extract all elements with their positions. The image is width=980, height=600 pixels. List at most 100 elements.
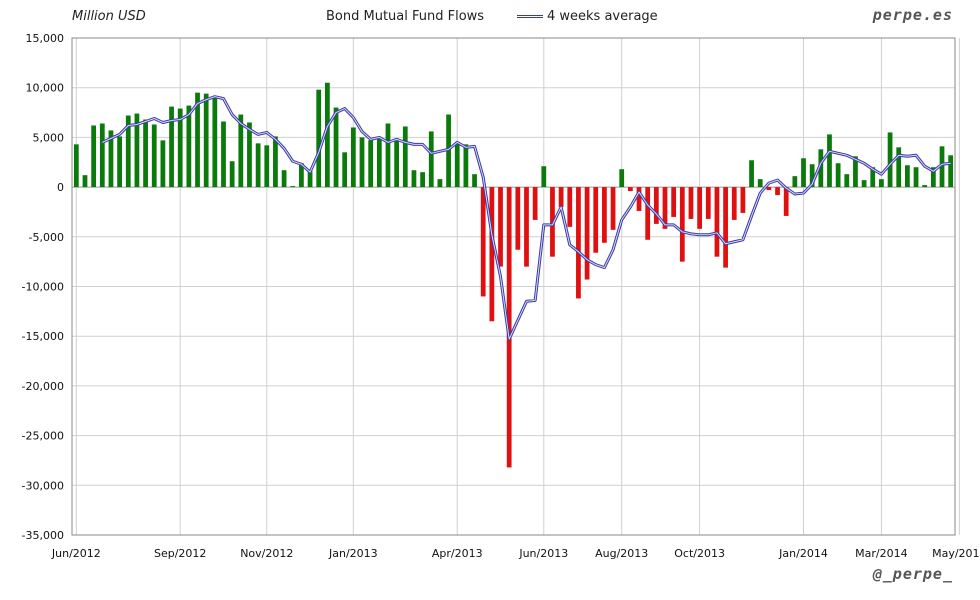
- flow-bar: [653, 187, 659, 224]
- flow-bar: [506, 187, 512, 468]
- flow-bar: [757, 179, 763, 188]
- flow-bar: [532, 187, 538, 220]
- flow-bar: [948, 155, 954, 188]
- flow-bar: [645, 187, 651, 240]
- flow-bar: [939, 146, 945, 188]
- flow-bar: [567, 187, 573, 227]
- flow-bar: [350, 127, 356, 188]
- y-tick-label: -30,000: [22, 479, 64, 492]
- flow-bar: [723, 187, 728, 268]
- flow-bar: [316, 89, 322, 188]
- y-tick-label: 15,000: [26, 32, 65, 45]
- flow-bar: [705, 187, 711, 219]
- flow-bar: [922, 185, 928, 188]
- y-tick-label: -35,000: [22, 529, 64, 542]
- flow-bar: [99, 123, 105, 188]
- bars: [73, 82, 954, 468]
- flow-bar: [160, 140, 166, 188]
- flow-bar: [731, 187, 737, 220]
- x-tick-label: May/2014: [932, 547, 980, 560]
- x-tick-label: Jun/2013: [518, 547, 568, 560]
- flow-bar: [619, 169, 625, 188]
- flow-bar: [593, 187, 599, 253]
- y-tick-label: -5,000: [29, 231, 64, 244]
- y-axis-unit-label: Million USD: [72, 9, 146, 24]
- flow-bar: [342, 152, 348, 188]
- flow-bar: [394, 138, 400, 188]
- flow-bar: [385, 123, 391, 188]
- flow-bar: [827, 134, 832, 188]
- flow-bar: [299, 163, 304, 188]
- flow-bar: [463, 144, 469, 188]
- flow-bar: [905, 165, 910, 188]
- y-tick-label: 5,000: [33, 131, 65, 144]
- flow-bar: [428, 131, 434, 188]
- legend-line-swatch: [517, 15, 543, 18]
- flow-bar: [584, 187, 590, 280]
- flow-bar: [697, 187, 703, 229]
- x-tick-label: Aug/2013: [595, 547, 648, 560]
- flow-bar: [143, 119, 148, 188]
- flow-bar: [558, 187, 564, 207]
- flow-bar: [489, 187, 495, 322]
- x-tick-label: Sep/2012: [154, 547, 206, 560]
- flow-bar: [783, 187, 789, 216]
- legend-label: 4 weeks average: [547, 9, 658, 24]
- plot-frame: [71, 37, 956, 536]
- flow-bar: [896, 147, 902, 188]
- brand-watermark-top: perpe.es: [872, 6, 953, 24]
- flow-bar: [801, 158, 806, 188]
- y-tick-label: -10,000: [22, 281, 64, 294]
- flow-bar: [671, 187, 677, 217]
- flow-bar: [688, 187, 694, 219]
- x-tick-label: Oct/2013: [674, 547, 725, 560]
- flow-bar: [307, 171, 313, 188]
- flow-bar: [740, 187, 746, 213]
- flow-bar: [809, 164, 815, 188]
- y-tick-label: -25,000: [22, 430, 64, 443]
- flow-bar: [359, 137, 365, 188]
- legend: 4 weeks average: [517, 9, 658, 24]
- flow-bar: [766, 187, 772, 191]
- flow-bar: [229, 161, 235, 188]
- flow-bar: [73, 144, 79, 188]
- flow-bar: [627, 187, 633, 192]
- average-line-group: [101, 95, 951, 341]
- x-tick-label: Jan/2014: [778, 547, 828, 560]
- brand-watermark-bottom: @_perpe_: [872, 565, 953, 583]
- flow-bar: [82, 175, 88, 188]
- flow-bar: [134, 113, 140, 188]
- flow-bar: [117, 136, 122, 188]
- flow-bar: [402, 126, 408, 188]
- flow-bar: [636, 187, 642, 211]
- x-tick-label: Mar/2014: [855, 547, 907, 560]
- flow-bar: [264, 145, 270, 188]
- flow-bar: [273, 136, 278, 188]
- y-tick-label: -15,000: [22, 330, 64, 343]
- flow-bar: [480, 187, 486, 297]
- flow-bar: [879, 179, 884, 188]
- flow-bar: [203, 93, 209, 188]
- flow-bar: [930, 167, 936, 188]
- flow-bar: [125, 115, 131, 188]
- x-tick-label: Jun/2012: [51, 547, 101, 560]
- flow-bar: [324, 82, 330, 188]
- flow-bar: [844, 174, 850, 188]
- y-tick-label: 0: [57, 181, 64, 194]
- flow-bar: [91, 125, 97, 188]
- flow-bar: [255, 143, 261, 188]
- flow-bar: [749, 160, 754, 188]
- y-tick-label: -20,000: [22, 380, 64, 393]
- x-tick-label: Nov/2012: [240, 547, 293, 560]
- flow-bar: [818, 149, 824, 188]
- x-tick-labels: Jun/2012 Sep/2012 Nov/2012 Jan/2013 Apr/2013…: [51, 547, 980, 560]
- flow-bar: [870, 167, 876, 188]
- flow-bar: [887, 132, 893, 188]
- flow-bar: [333, 107, 339, 188]
- flow-bar: [714, 187, 720, 257]
- flow-bar: [420, 172, 425, 188]
- flow-bar: [792, 176, 798, 188]
- flow-bar: [186, 105, 192, 188]
- flow-bar: [411, 170, 417, 188]
